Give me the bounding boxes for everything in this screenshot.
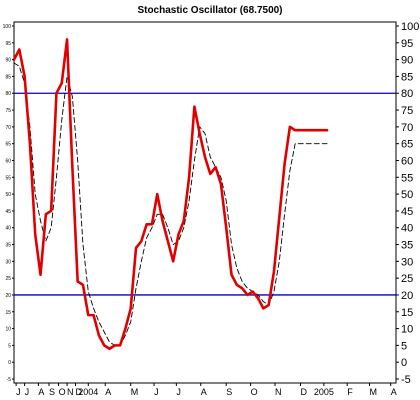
y-tick-label-left: 15	[5, 310, 11, 316]
y-tick-label: 55	[401, 172, 413, 184]
y-tick-label: 15	[401, 307, 413, 319]
y-tick-label: 75	[401, 105, 413, 117]
x-tick-label: N	[67, 387, 74, 397]
y-axis-right: -5 0 5 10 15 20 25 30 35 40 45 50 55 60 65 70 75 80 85 90 95…	[396, 21, 419, 386]
y-tick-label-left: 5	[8, 343, 11, 349]
x-tick-label: F	[347, 387, 353, 397]
y-tick-label-left: 50	[5, 192, 11, 198]
y-tick-label-left: 75	[5, 108, 11, 114]
y-tick-label: 45	[401, 206, 413, 218]
y-tick-label: 100	[401, 21, 419, 33]
y-tick-label-left: 30	[5, 259, 11, 265]
chart-title: Stochastic Oscillator (68.7500)	[137, 5, 282, 16]
y-tick-label: 60	[401, 155, 413, 167]
reference-lines	[14, 92, 396, 296]
y-tick-label: 30	[401, 256, 413, 268]
x-tick-label: A	[201, 387, 207, 397]
y-tick-label-left: 95	[5, 41, 11, 47]
y-tick-label-left: 65	[5, 142, 11, 148]
x-tick-label: O	[59, 387, 66, 397]
y-tick-label: 25	[401, 273, 413, 285]
y-tick-label-left: 20	[5, 293, 11, 299]
y-tick-label-left: 40	[5, 226, 11, 232]
x-tick-label: O	[251, 387, 258, 397]
y-tick-label: 70	[401, 122, 413, 134]
y-tick-label: 85	[401, 71, 413, 83]
y-tick-label-left: 35	[5, 243, 11, 249]
y-tick-label-left: 60	[5, 158, 11, 164]
y-tick-label: 5	[401, 340, 407, 352]
x-tick-label: N	[275, 387, 282, 397]
y-tick-label: 95	[401, 38, 413, 50]
plot-frame	[13, 21, 397, 384]
x-tick-label: J	[25, 387, 30, 397]
x-tick-label: J	[176, 387, 181, 397]
y-tick-label-left: 10	[5, 327, 11, 333]
y-tick-label: 40	[401, 223, 413, 235]
y-tick-label: -5	[401, 374, 411, 386]
y-tick-label-left: 45	[5, 209, 11, 215]
y-tick-label: 65	[401, 139, 413, 151]
x-tick-label: A	[105, 387, 111, 397]
x-tick-label: 2005	[314, 387, 334, 397]
x-tick-label: A	[391, 387, 397, 397]
x-tick-label: S	[226, 387, 232, 397]
y-tick-label: 90	[401, 55, 413, 67]
y-tick-label: 0	[401, 357, 407, 369]
x-tick-label: J	[154, 387, 159, 397]
x-tick-label: A	[38, 387, 44, 397]
x-tick-label: D	[76, 387, 83, 397]
signal-line	[13, 62, 328, 346]
y-tick-label-left: 90	[5, 58, 11, 64]
y-tick-label-left: 55	[5, 175, 11, 181]
x-tick-label: S	[49, 387, 55, 397]
x-tick-label: 2004	[78, 387, 98, 397]
x-tick-label: J	[16, 387, 21, 397]
y-tick-label: 50	[401, 189, 413, 201]
y-tick-label-left: 100	[3, 24, 12, 30]
x-tick-label: D	[301, 387, 308, 397]
oscillator-line	[12, 38, 329, 351]
y-tick-label-left: 80	[5, 91, 11, 97]
y-tick-label-left: 25	[5, 276, 11, 282]
x-tick-label: M	[369, 387, 377, 397]
series-layer	[12, 38, 329, 351]
y-tick-label: 80	[401, 88, 413, 100]
y-tick-label-left: 70	[5, 125, 11, 131]
y-tick-label-left: -5	[7, 377, 12, 383]
y-tick-label: 35	[401, 240, 413, 252]
y-tick-label-left: 0	[8, 360, 11, 366]
x-tick-label: M	[131, 387, 139, 397]
y-tick-label: 20	[401, 290, 413, 302]
y-axis-left: -5 0 5 10 15 20 25 30 35 40 45 50 55 60 65 70 75 80 85 90 95…	[3, 24, 14, 383]
y-tick-label: 10	[401, 324, 413, 336]
y-tick-label-left: 85	[5, 74, 11, 80]
